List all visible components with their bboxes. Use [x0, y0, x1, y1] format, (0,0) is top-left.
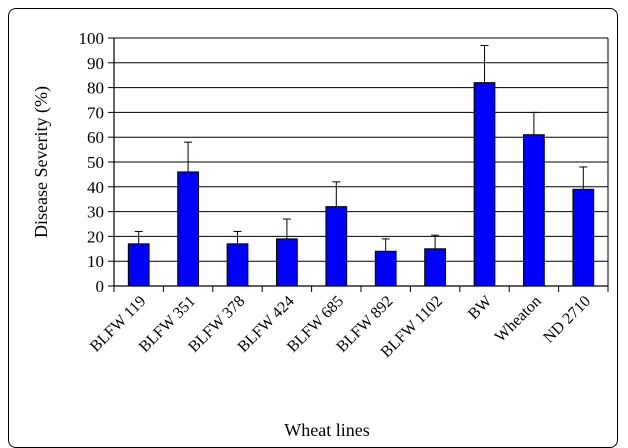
error-bars — [134, 44, 588, 252]
y-tick-label-70: 70 — [87, 103, 104, 122]
axes — [108, 37, 609, 292]
bar-2 — [226, 243, 249, 287]
y-tick-label-60: 60 — [87, 128, 104, 147]
y-tick-label-10: 10 — [87, 252, 104, 271]
x-axis-title: Wheat lines — [284, 420, 369, 440]
x-tick-label-9: ND 2710 — [540, 293, 594, 347]
bars — [127, 82, 595, 287]
y-tick-label-80: 80 — [87, 79, 104, 98]
x-tick-label-8: Wheaton — [492, 293, 545, 346]
y-tick-labels: 0 10 20 30 40 50 60 70 80 90 100 — [79, 29, 105, 296]
y-tick-label-90: 90 — [87, 54, 104, 73]
bar-9 — [572, 188, 595, 287]
y-axis-title: Disease Severity (%) — [31, 86, 52, 238]
bar-5 — [374, 250, 397, 287]
bar-8 — [523, 134, 545, 287]
x-tick-label-7: BW — [465, 292, 496, 323]
y-tick-label-20: 20 — [87, 227, 104, 246]
bar-1 — [177, 171, 199, 287]
bar-3 — [276, 238, 298, 287]
y-tick-label-30: 30 — [87, 203, 104, 222]
chart-frame — [8, 8, 618, 448]
y-tick-label-100: 100 — [79, 29, 105, 48]
y-tick-label-40: 40 — [87, 178, 104, 197]
bar-7 — [473, 82, 496, 287]
bar-0 — [127, 243, 150, 287]
y-tick-label-0: 0 — [96, 277, 105, 296]
y-tick-label-50: 50 — [87, 153, 104, 172]
bar-4 — [325, 206, 348, 287]
bar-6 — [424, 248, 446, 287]
